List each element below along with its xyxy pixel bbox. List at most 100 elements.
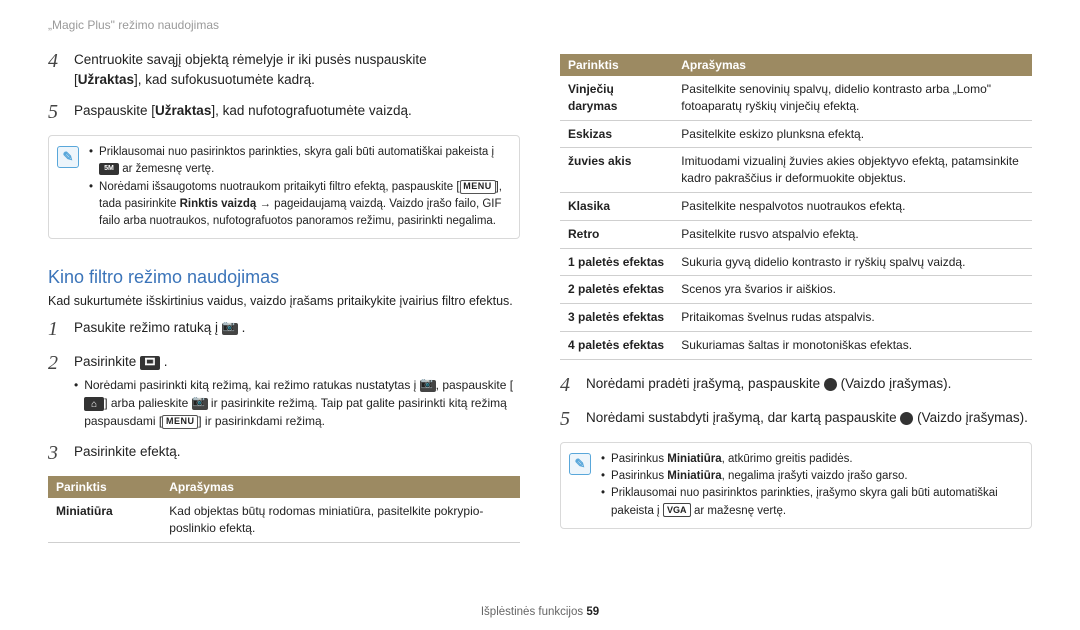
note-content: • Pasirinkus Miniatiūra, atkūrimo greiti…	[601, 451, 1021, 520]
step-number: 5	[560, 408, 576, 430]
text: Norėdami sustabdyti įrašymą, dar kartą p…	[586, 410, 900, 425]
menu-icon: MENU	[162, 415, 198, 429]
table-row: Miniatiūra Kad objektas būtų rodomas min…	[48, 498, 520, 542]
table-header: Parinktis	[48, 476, 161, 498]
note-line: Pasirinkus Miniatiūra, negalima įrašyti …	[611, 468, 908, 485]
table-cell: Imituodami vizualinį žuvies akies objekt…	[673, 148, 1032, 193]
table-cell: Eskizas	[560, 120, 673, 148]
step-text: Pasirinkite efektą.	[74, 442, 181, 464]
text: Norėdami pasirinkti kitą režimą, kai rež…	[84, 378, 419, 392]
note-box-2: ✎ • Pasirinkus Miniatiūra, atkūrimo grei…	[560, 442, 1032, 529]
bullet: •	[601, 451, 605, 468]
text: , paspauskite [	[436, 378, 513, 392]
table-header: Parinktis	[560, 54, 673, 76]
table-cell: 2 paletės efektas	[560, 276, 673, 304]
step-text: Norėdami pradėti įrašymą, paspauskite (V…	[586, 374, 951, 396]
text: (Vaizdo įrašymas).	[837, 376, 952, 391]
table-header: Aprašymas	[161, 476, 520, 498]
text: Pasirinkus	[611, 470, 667, 482]
effects-table-right: Parinktis Aprašymas Vinječių darymasPasi…	[560, 54, 1032, 360]
bullet: •	[601, 468, 605, 485]
table-row: KlasikaPasitelkite nespalvotos nuotrauko…	[560, 192, 1032, 220]
table-row: EskizasPasitelkite eskizo plunksna efekt…	[560, 120, 1032, 148]
text: Norėdami išsaugotoms nuotraukom pritaiky…	[99, 181, 460, 193]
note-box-1: ✎ • Priklausomai nuo pasirinktos parinkt…	[48, 135, 520, 239]
note-content: • Priklausomai nuo pasirinktos parinktie…	[89, 144, 509, 230]
text: ] arba palieskite	[104, 396, 191, 410]
step-text: Norėdami sustabdyti įrašymą, dar kartą p…	[586, 408, 1028, 430]
text: , atkūrimo greitis padidės.	[722, 453, 853, 465]
note-line: Priklausomai nuo pasirinktos parinkties,…	[611, 485, 1021, 520]
text: ], kad nufotografuotumėte vaizdą.	[211, 103, 411, 118]
table-row: 3 paletės efektasPritaikomas švelnus rud…	[560, 304, 1032, 332]
table-cell: Scenos yra švarios ir aiškios.	[673, 276, 1032, 304]
table-cell: Miniatiūra	[48, 498, 161, 542]
text: , negalima įrašyti vaizdo įrašo garso.	[722, 470, 908, 482]
record-icon	[900, 412, 913, 425]
note-icon: ✎	[569, 453, 591, 475]
left-column: 4 Centruokite savąjį objektą rėmelyje ir…	[48, 50, 520, 551]
table-cell: 3 paletės efektas	[560, 304, 673, 332]
page-header: „Magic Plus" režimo naudojimas	[48, 18, 1032, 32]
step-3: 3 Pasirinkite efektą.	[48, 442, 520, 464]
table-cell: Klasika	[560, 192, 673, 220]
text: (Vaizdo įrašymas).	[913, 410, 1028, 425]
step-4: 4 Centruokite savąjį objektą rėmelyje ir…	[48, 50, 520, 89]
text: ar mažesnę vertę.	[691, 505, 786, 517]
record-icon	[824, 378, 837, 391]
bold-text: Miniatiūra	[667, 453, 721, 465]
step-number: 4	[560, 374, 576, 396]
table-cell: Pasitelkite senovinių spalvų, didelio ko…	[673, 76, 1032, 120]
text: Paspauskite [	[74, 103, 155, 118]
table-cell: Pasitelkite rusvo atspalvio efektą.	[673, 220, 1032, 248]
step-1: 1 Pasukite režimo ratuką į .	[48, 318, 520, 340]
bullet-text: Norėdami pasirinkti kitą režimą, kai rež…	[84, 376, 520, 430]
note-icon: ✎	[57, 146, 79, 168]
step-text: Paspauskite [Užraktas], kad nufotografuo…	[74, 101, 412, 123]
text: ], kad sufokusuotumėte kadrą.	[134, 72, 315, 87]
effects-table-left: Parinktis Aprašymas Miniatiūra Kad objek…	[48, 476, 520, 543]
bullet: •	[74, 376, 78, 430]
text: Priklausomai nuo pasirinktos parinkties,…	[99, 146, 494, 158]
step-number: 5	[48, 101, 64, 123]
mode-icon	[222, 323, 238, 335]
footer-text: Išplėstinės funkcijos	[481, 606, 586, 618]
note-line: Pasirinkus Miniatiūra, atkūrimo greitis …	[611, 451, 853, 468]
filter-icon: 🎞	[140, 356, 160, 370]
text: Pasukite režimo ratuką į	[74, 320, 222, 335]
step-text: Pasirinkite 🎞 .	[74, 352, 168, 374]
table-cell: Pritaikomas švelnus rudas atspalvis.	[673, 304, 1032, 332]
right-column: Parinktis Aprašymas Vinječių darymasPasi…	[560, 50, 1032, 551]
step-number: 3	[48, 442, 64, 464]
table-cell: Sukuriamas šaltas ir monotoniškas efekta…	[673, 331, 1032, 359]
table-cell: 4 paletės efektas	[560, 331, 673, 359]
table-row: RetroPasitelkite rusvo atspalvio efektą.	[560, 220, 1032, 248]
mode-icon	[192, 398, 208, 410]
step-5: 5 Paspauskite [Užraktas], kad nufotograf…	[48, 101, 520, 123]
bold-text: Užraktas	[155, 103, 211, 118]
table-cell: Pasitelkite eskizo plunksna efektą.	[673, 120, 1032, 148]
bullet: •	[89, 144, 93, 179]
step-text: Centruokite savąjį objektą rėmelyje ir i…	[74, 50, 427, 89]
step-2: 2 Pasirinkite 🎞 . • Norėdami pasirinkti …	[48, 352, 520, 430]
section-subtext: Kad sukurtumėte išskirtinius vaidus, vai…	[48, 294, 520, 308]
step-5-right: 5 Norėdami sustabdyti įrašymą, dar kartą…	[560, 408, 1032, 430]
table-row: 1 paletės efektasSukuria gyvą didelio ko…	[560, 248, 1032, 276]
text: Centruokite savąjį objektą rėmelyje ir i…	[74, 52, 427, 67]
text: Pasirinkite	[74, 354, 140, 369]
table-row: žuvies akisImituodami vizualinį žuvies a…	[560, 148, 1032, 193]
step-text: Pasukite režimo ratuką į .	[74, 318, 245, 340]
table-row: 4 paletės efektasSukuriamas šaltas ir mo…	[560, 331, 1032, 359]
note-line: Norėdami išsaugotoms nuotraukom pritaiky…	[99, 179, 509, 231]
resolution-icon: 5M	[99, 163, 119, 175]
mode-icon	[420, 380, 436, 392]
text: ] ir pasirinkdami režimą.	[198, 414, 325, 428]
table-row: Vinječių darymasPasitelkite senovinių sp…	[560, 76, 1032, 120]
home-icon: ⌂	[84, 397, 104, 411]
table-cell: Sukuria gyvą didelio kontrasto ir ryškių…	[673, 248, 1032, 276]
bullet: •	[601, 485, 605, 520]
page-number: 59	[586, 606, 599, 618]
bold-text: Miniatiūra	[667, 470, 721, 482]
bold-text: Užraktas	[78, 72, 134, 87]
step-number: 4	[48, 50, 64, 89]
